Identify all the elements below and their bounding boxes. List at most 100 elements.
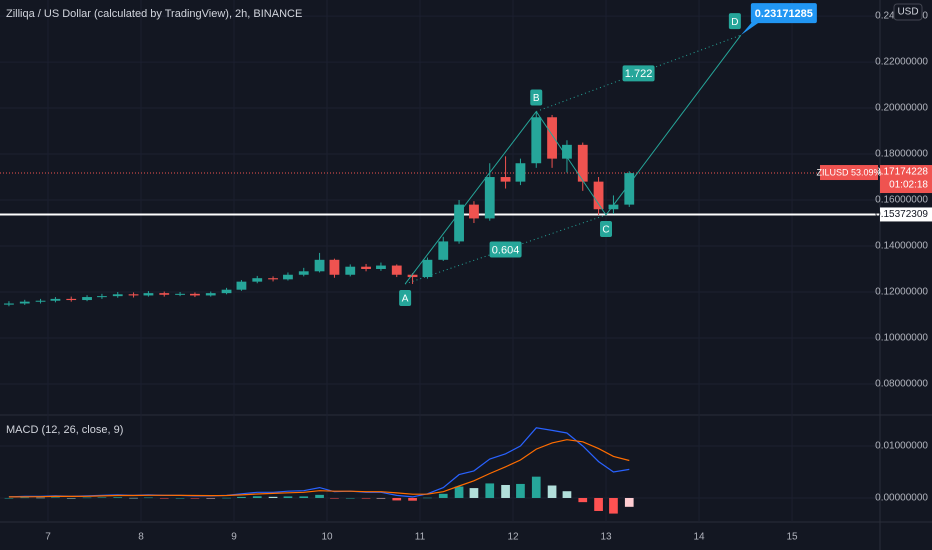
macd-histogram-bar [315,494,324,498]
macd-histogram-bar [624,497,634,507]
y-tick-label: 0.16000000 [875,195,928,206]
macd-histogram-bar [408,497,417,501]
macd-histogram-bar [609,497,618,514]
y-tick-label: 0.14000000 [875,241,928,252]
macd-histogram-bar [330,497,339,499]
candle-body [190,293,200,296]
macd-histogram-bar [299,496,309,498]
candle-body [562,144,572,159]
macd-histogram-bar [469,488,479,498]
candle-body [175,293,185,295]
candle-body [391,265,402,275]
y-tick-label: 0.12000000 [875,287,928,298]
macd-histogram-bar [4,497,14,499]
macd-histogram-bar [423,497,432,499]
symbol-tag [820,165,878,181]
candle-body [500,177,511,182]
point-label: D [731,17,738,28]
candle-body [608,204,619,210]
target-label: 0.23171285 [755,8,813,20]
macd-histogram-bar [376,497,386,499]
currency-button-label: USD [897,7,918,18]
candle-body [82,297,92,301]
point-box [399,289,412,306]
macd-histogram-bar [97,497,107,498]
macd-histogram-bar [113,497,123,498]
candle-body [298,271,309,275]
point-label: B [533,93,540,104]
pattern-ratio-line [404,214,607,285]
candle-body [128,294,139,296]
candle-body [236,281,247,290]
macd-histogram-bar [66,497,76,499]
x-tick-label: 10 [321,532,333,543]
candle-body [221,289,232,294]
y-tick-label: 0.01000000 [875,441,928,452]
pattern-leg [404,111,537,285]
currency-button [893,3,923,21]
candle-body [422,259,433,278]
x-tick-label: 11 [415,532,426,543]
macd-histogram-bar [82,497,92,499]
candle-body [50,298,61,301]
pattern-leg [535,111,607,216]
candle-body [143,293,154,296]
point-box [600,220,613,237]
target-box [750,3,817,24]
macd-histogram-bar [485,483,495,498]
candle-body [159,293,170,295]
symbol-tag-label: ZILUSD 53.09% [816,167,881,177]
candle-body [593,181,604,210]
candle-body [577,144,588,182]
x-tick-label: 8 [138,532,144,543]
candle-body [4,303,14,305]
candle-body [547,117,557,159]
candle-body [376,265,386,270]
macd-histogram-bar [283,496,293,498]
candle-body [66,298,77,301]
macd-histogram-bar [438,493,448,498]
horizontal-line-label: 0.15372309 [875,209,928,220]
current-price-label: 0.17174228 [875,167,928,178]
macd-histogram-bar [345,497,355,499]
ratio-box [622,65,655,82]
countdown-label: 01:02:18 [889,180,928,191]
point-box [728,13,741,30]
candle-body [469,204,479,219]
candle-body [329,259,340,275]
horizontal-line-tag [880,207,932,222]
point-box [530,89,543,106]
macd-histogram-bar [547,485,557,498]
macd-histogram-bar [531,476,541,498]
y-tick-label: 0.08000000 [875,379,928,390]
macd-histogram-bar [252,496,262,498]
x-tick-label: 12 [507,532,519,543]
x-tick-label: 9 [231,532,237,543]
candle-body [407,274,418,278]
ratio-box [489,241,522,258]
candle-body [283,274,293,280]
candle-body [531,117,542,164]
candle-body [361,266,371,270]
candle-body [314,259,325,272]
candle-body [112,294,123,297]
ratio-label: 1.722 [625,68,653,80]
candle-body [345,266,356,275]
candle-body [624,173,635,205]
x-tick-label: 13 [600,532,612,543]
ratio-label: 0.604 [492,244,520,256]
y-tick-label: 0.10000000 [875,333,928,344]
candle-body [484,177,495,219]
macd-histogram-bar [144,497,153,499]
candle-body [19,301,30,304]
current-price-tag [880,165,932,194]
macd-histogram-bar [501,484,510,498]
macd-histogram-bar [222,497,231,499]
macd-histogram-bar [516,483,525,498]
x-tick-label: 7 [45,532,51,543]
y-tick-label: 0.22000000 [875,57,928,68]
candle-body [454,204,464,242]
macd-histogram-bar [268,496,278,498]
macd-histogram-bar [129,497,138,499]
